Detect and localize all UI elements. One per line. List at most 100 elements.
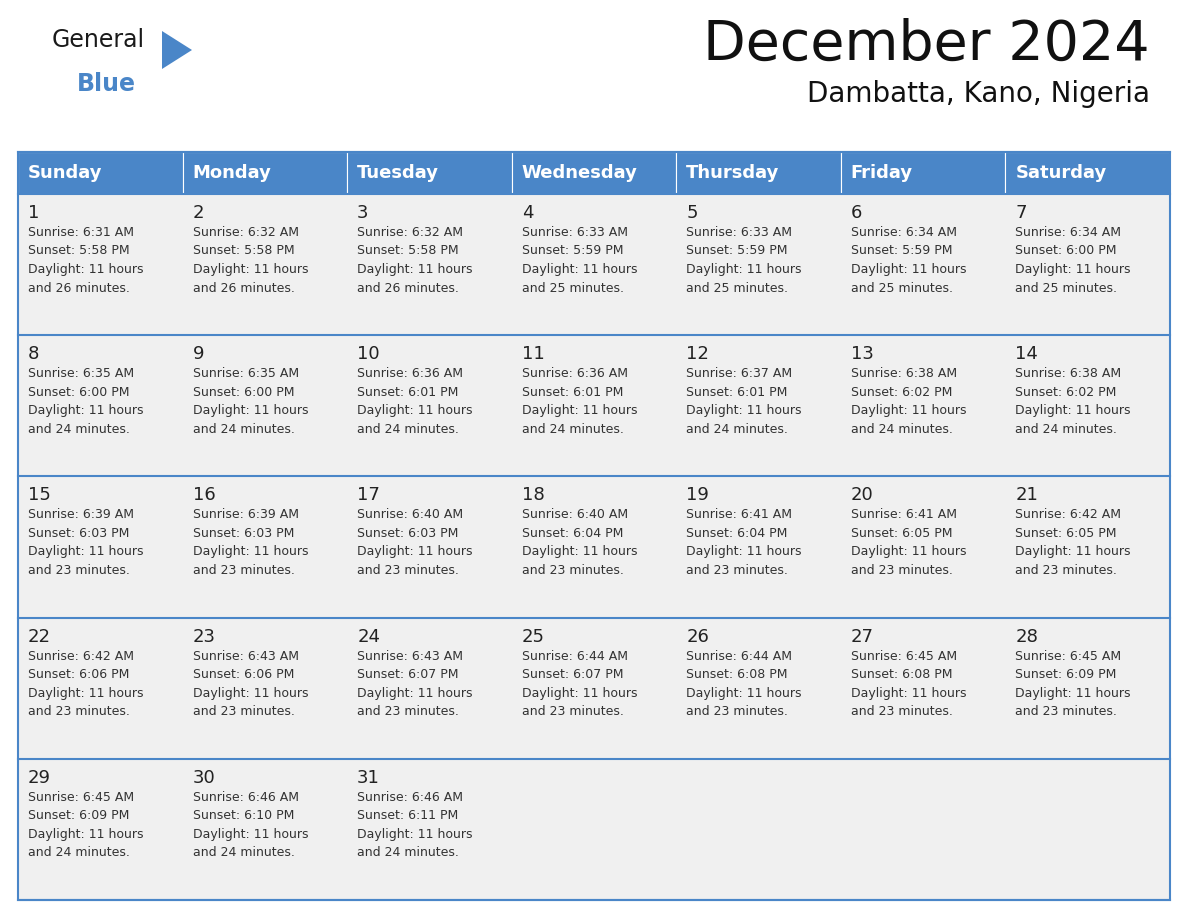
Text: 5: 5 (687, 204, 697, 222)
Text: Daylight: 11 hours: Daylight: 11 hours (522, 263, 637, 276)
Text: and 24 minutes.: and 24 minutes. (358, 422, 459, 436)
Text: and 23 minutes.: and 23 minutes. (522, 705, 624, 718)
Text: and 24 minutes.: and 24 minutes. (192, 422, 295, 436)
Text: 26: 26 (687, 628, 709, 645)
Text: December 2024: December 2024 (703, 18, 1150, 72)
Text: Daylight: 11 hours: Daylight: 11 hours (522, 545, 637, 558)
Text: Friday: Friday (851, 164, 914, 182)
Text: Tuesday: Tuesday (358, 164, 440, 182)
Text: 16: 16 (192, 487, 215, 504)
Text: General: General (52, 28, 145, 52)
Bar (183, 618, 347, 759)
Text: Sunset: 6:03 PM: Sunset: 6:03 PM (29, 527, 129, 540)
Text: Sunset: 5:59 PM: Sunset: 5:59 PM (851, 244, 953, 258)
Bar (676, 335, 841, 476)
Bar (183, 194, 347, 335)
Text: 21: 21 (1016, 487, 1038, 504)
Text: and 26 minutes.: and 26 minutes. (29, 282, 129, 295)
Bar (512, 335, 676, 476)
Text: Daylight: 11 hours: Daylight: 11 hours (29, 404, 144, 417)
Bar (841, 152, 1005, 194)
Bar (512, 759, 676, 900)
Text: and 23 minutes.: and 23 minutes. (1016, 705, 1117, 718)
Bar (18, 152, 1170, 900)
Text: Daylight: 11 hours: Daylight: 11 hours (358, 687, 473, 700)
Text: and 24 minutes.: and 24 minutes. (1016, 422, 1117, 436)
Bar (512, 476, 676, 618)
Text: 2: 2 (192, 204, 204, 222)
Text: Sunrise: 6:33 AM: Sunrise: 6:33 AM (522, 226, 627, 239)
Text: 12: 12 (687, 345, 709, 364)
Text: Daylight: 11 hours: Daylight: 11 hours (29, 263, 144, 276)
Text: Sunrise: 6:44 AM: Sunrise: 6:44 AM (687, 650, 792, 663)
Text: Sunrise: 6:34 AM: Sunrise: 6:34 AM (851, 226, 956, 239)
Text: and 24 minutes.: and 24 minutes. (687, 422, 788, 436)
Bar (841, 476, 1005, 618)
Text: Sunset: 6:02 PM: Sunset: 6:02 PM (851, 386, 953, 398)
Text: Sunset: 6:05 PM: Sunset: 6:05 PM (1016, 527, 1117, 540)
Text: 11: 11 (522, 345, 544, 364)
Text: Daylight: 11 hours: Daylight: 11 hours (192, 404, 308, 417)
Text: Sunrise: 6:33 AM: Sunrise: 6:33 AM (687, 226, 792, 239)
Text: Daylight: 11 hours: Daylight: 11 hours (192, 687, 308, 700)
Text: Sunset: 6:02 PM: Sunset: 6:02 PM (1016, 386, 1117, 398)
Text: and 25 minutes.: and 25 minutes. (1016, 282, 1118, 295)
Text: Daylight: 11 hours: Daylight: 11 hours (1016, 404, 1131, 417)
Text: Daylight: 11 hours: Daylight: 11 hours (522, 687, 637, 700)
Text: Sunset: 5:59 PM: Sunset: 5:59 PM (522, 244, 624, 258)
Text: Sunrise: 6:37 AM: Sunrise: 6:37 AM (687, 367, 792, 380)
Text: Daylight: 11 hours: Daylight: 11 hours (687, 687, 802, 700)
Text: Daylight: 11 hours: Daylight: 11 hours (851, 263, 966, 276)
Text: Sunset: 6:06 PM: Sunset: 6:06 PM (29, 668, 129, 681)
Text: 13: 13 (851, 345, 873, 364)
Text: Thursday: Thursday (687, 164, 779, 182)
Text: and 26 minutes.: and 26 minutes. (358, 282, 459, 295)
Text: Daylight: 11 hours: Daylight: 11 hours (192, 545, 308, 558)
Text: 17: 17 (358, 487, 380, 504)
Text: Sunset: 6:03 PM: Sunset: 6:03 PM (358, 527, 459, 540)
Text: 29: 29 (29, 768, 51, 787)
Text: Sunset: 6:01 PM: Sunset: 6:01 PM (522, 386, 623, 398)
Bar (347, 152, 512, 194)
Text: Sunrise: 6:46 AM: Sunrise: 6:46 AM (192, 790, 298, 804)
Text: Saturday: Saturday (1016, 164, 1107, 182)
Bar (676, 759, 841, 900)
Text: and 23 minutes.: and 23 minutes. (358, 564, 459, 577)
Text: Sunset: 6:08 PM: Sunset: 6:08 PM (851, 668, 953, 681)
Text: Daylight: 11 hours: Daylight: 11 hours (1016, 687, 1131, 700)
Bar (676, 194, 841, 335)
Text: and 23 minutes.: and 23 minutes. (851, 564, 953, 577)
Text: Sunset: 5:58 PM: Sunset: 5:58 PM (29, 244, 129, 258)
Text: and 23 minutes.: and 23 minutes. (29, 564, 129, 577)
Text: and 23 minutes.: and 23 minutes. (358, 705, 459, 718)
Text: 28: 28 (1016, 628, 1038, 645)
Bar (1005, 335, 1170, 476)
Text: Sunset: 6:01 PM: Sunset: 6:01 PM (358, 386, 459, 398)
Text: Daylight: 11 hours: Daylight: 11 hours (358, 263, 473, 276)
Text: and 24 minutes.: and 24 minutes. (851, 422, 953, 436)
Text: Wednesday: Wednesday (522, 164, 638, 182)
Text: Sunrise: 6:38 AM: Sunrise: 6:38 AM (851, 367, 958, 380)
Text: Sunrise: 6:40 AM: Sunrise: 6:40 AM (522, 509, 627, 521)
Text: Sunset: 6:04 PM: Sunset: 6:04 PM (522, 527, 623, 540)
Bar (183, 152, 347, 194)
Text: 15: 15 (29, 487, 51, 504)
Text: Dambatta, Kano, Nigeria: Dambatta, Kano, Nigeria (807, 80, 1150, 108)
Text: and 24 minutes.: and 24 minutes. (29, 846, 129, 859)
Text: Blue: Blue (77, 72, 135, 96)
Text: and 25 minutes.: and 25 minutes. (687, 282, 789, 295)
Text: 22: 22 (29, 628, 51, 645)
Text: Sunset: 6:07 PM: Sunset: 6:07 PM (522, 668, 624, 681)
Text: Daylight: 11 hours: Daylight: 11 hours (687, 404, 802, 417)
Text: Daylight: 11 hours: Daylight: 11 hours (851, 404, 966, 417)
Text: Sunset: 6:06 PM: Sunset: 6:06 PM (192, 668, 293, 681)
Text: Sunset: 6:09 PM: Sunset: 6:09 PM (29, 810, 129, 823)
Text: and 23 minutes.: and 23 minutes. (192, 705, 295, 718)
Text: 10: 10 (358, 345, 380, 364)
Text: 8: 8 (29, 345, 39, 364)
Text: Sunset: 6:00 PM: Sunset: 6:00 PM (29, 386, 129, 398)
Text: Sunset: 5:58 PM: Sunset: 5:58 PM (192, 244, 295, 258)
Text: Sunrise: 6:43 AM: Sunrise: 6:43 AM (192, 650, 298, 663)
Text: and 26 minutes.: and 26 minutes. (192, 282, 295, 295)
Text: Daylight: 11 hours: Daylight: 11 hours (1016, 545, 1131, 558)
